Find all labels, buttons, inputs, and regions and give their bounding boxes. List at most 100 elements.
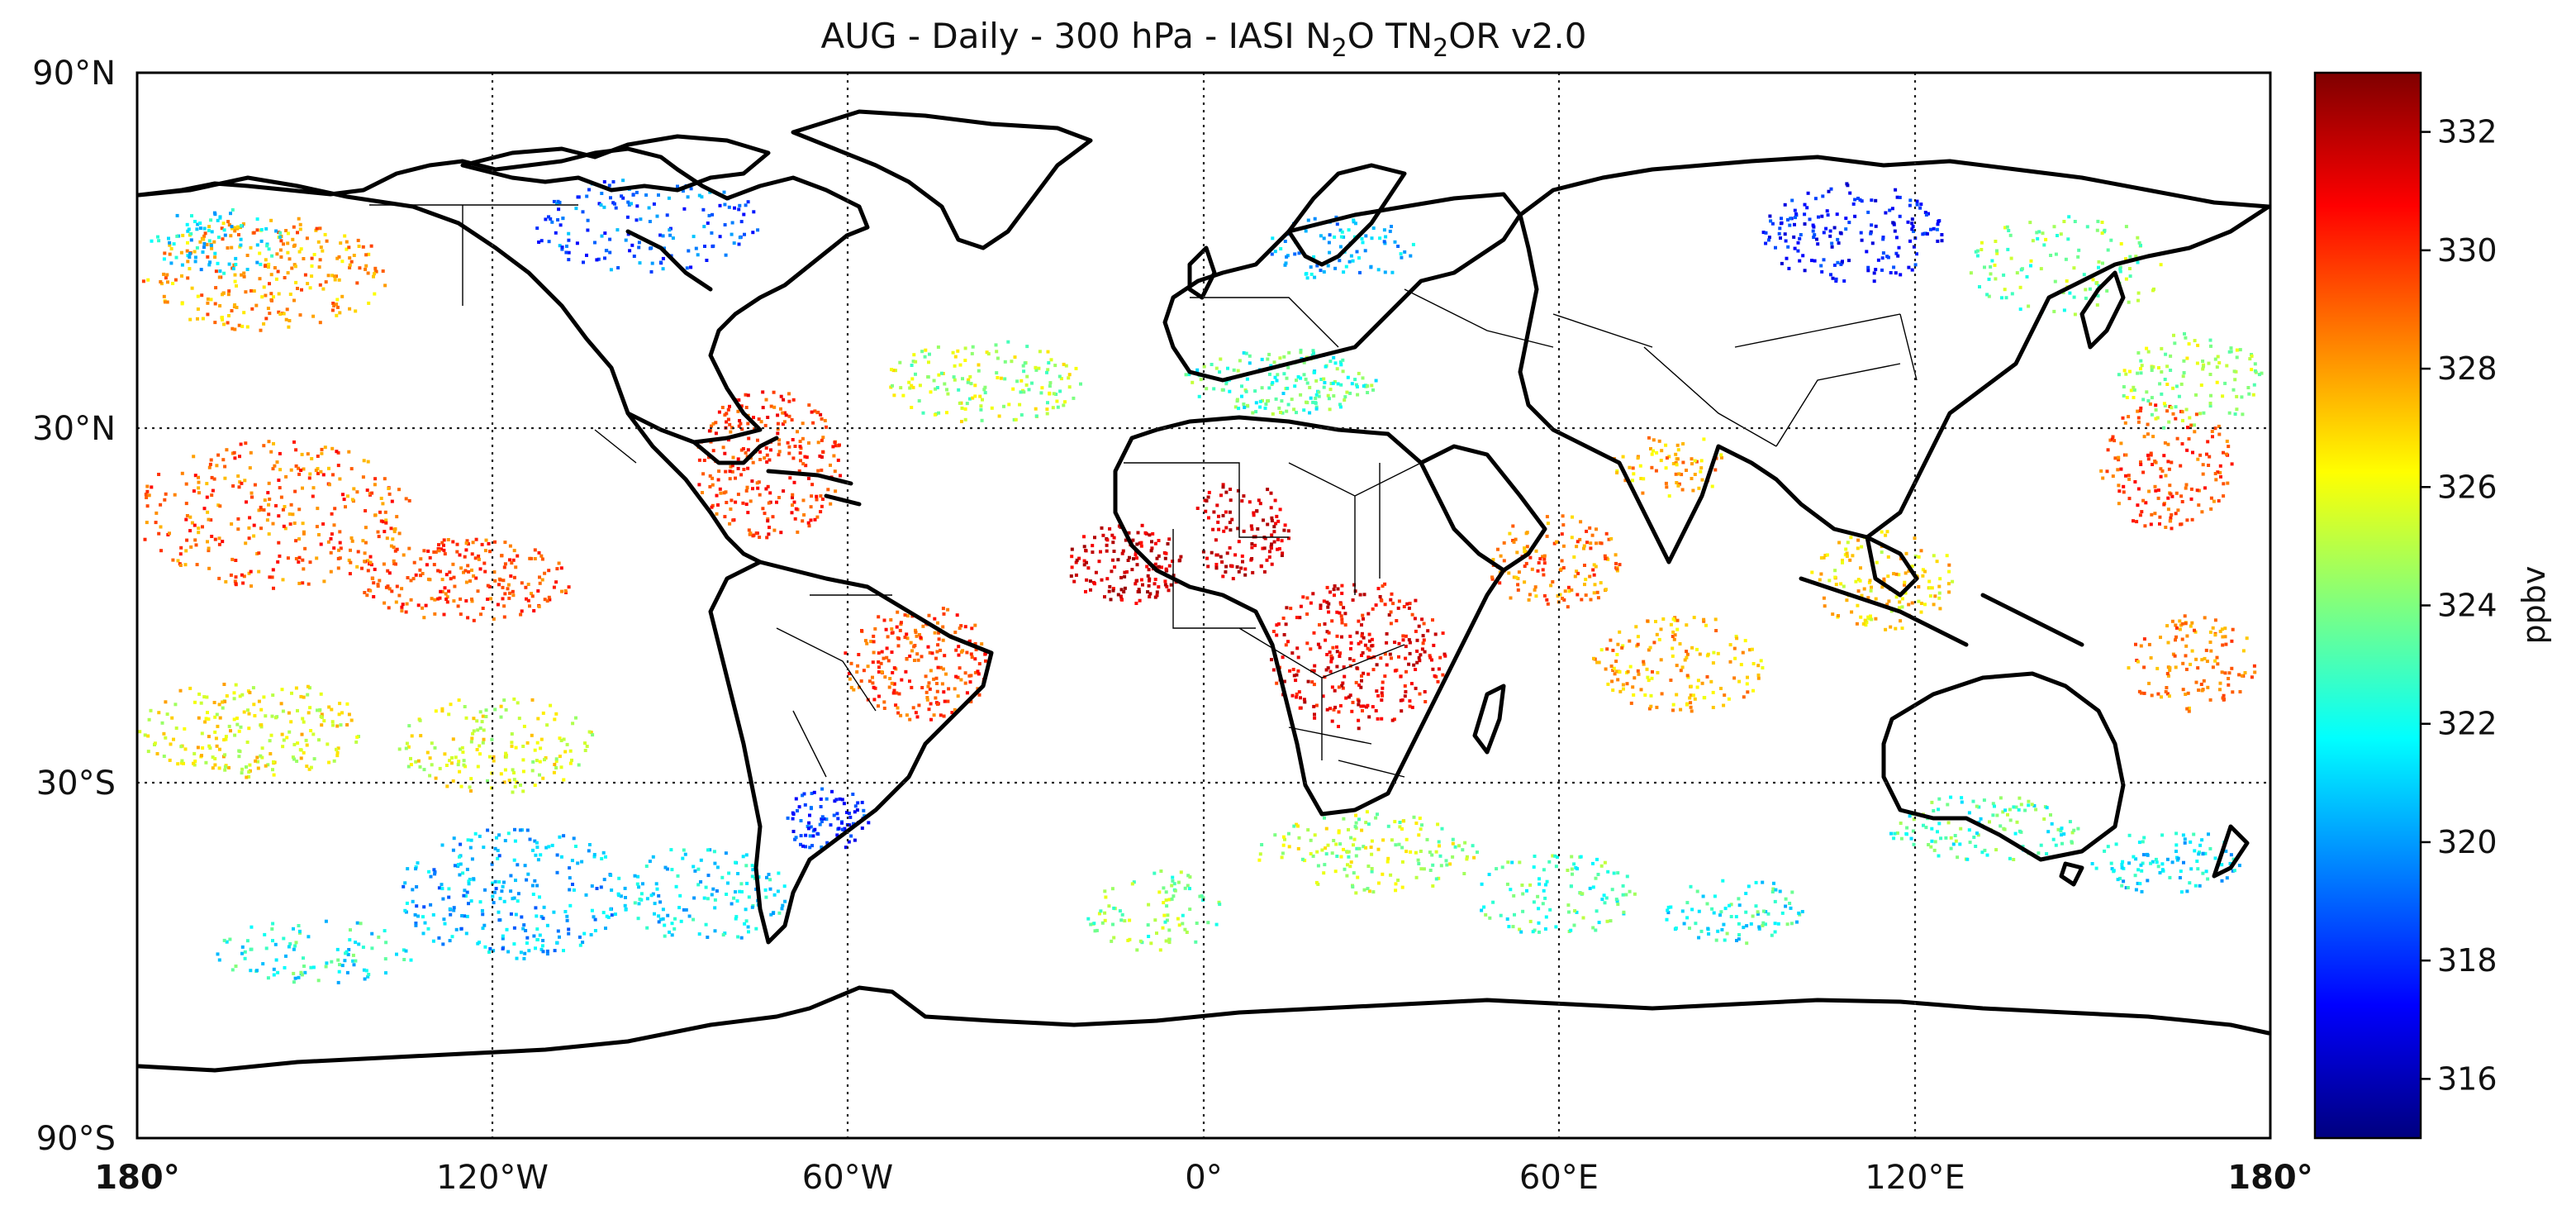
observation-point (2171, 386, 2175, 390)
observation-point (1778, 889, 1782, 893)
observation-point (1112, 550, 1116, 553)
observation-point (1903, 571, 1908, 575)
observation-point (316, 455, 320, 458)
observation-point (289, 720, 293, 724)
observation-point (2012, 805, 2016, 809)
observation-point (1375, 663, 1379, 667)
observation-point (2122, 490, 2126, 494)
observation-point (241, 222, 245, 226)
observation-point (2238, 348, 2242, 352)
observation-point (1538, 930, 1541, 934)
observation-point (1167, 564, 1172, 568)
observation-point (173, 278, 178, 282)
observation-point (207, 735, 211, 739)
observation-point (227, 765, 231, 769)
observation-point (616, 892, 620, 896)
observation-point (1362, 636, 1366, 640)
observation-point (460, 914, 464, 917)
observation-point (1211, 527, 1215, 531)
observation-point (1545, 879, 1549, 884)
observation-point (1297, 836, 1301, 840)
observation-point (896, 644, 901, 648)
observation-point (2150, 369, 2154, 372)
observation-point (1573, 909, 1577, 912)
observation-point (302, 530, 306, 534)
observation-point (554, 712, 558, 716)
observation-point (941, 638, 945, 642)
observation-point (273, 266, 277, 269)
observation-point (2206, 877, 2210, 881)
observation-point (503, 541, 507, 545)
observation-point (1628, 889, 1632, 893)
observation-point (1885, 530, 1889, 534)
observation-point (302, 531, 306, 536)
observation-point (442, 612, 446, 617)
observation-point (293, 264, 297, 269)
observation-point (1696, 679, 1700, 683)
observation-point (1357, 718, 1361, 722)
observation-point (138, 730, 142, 734)
observation-point (2222, 482, 2226, 486)
observation-point (284, 229, 288, 232)
observation-point (336, 464, 340, 468)
observation-point (1894, 626, 1898, 631)
observation-point (227, 223, 231, 227)
observation-point (2065, 279, 2069, 283)
observation-point (2227, 411, 2231, 415)
observation-point (488, 946, 492, 950)
observation-point (180, 471, 184, 475)
observation-point (1318, 645, 1322, 650)
observation-point (663, 246, 666, 250)
observation-point (1876, 258, 1880, 262)
observation-point (1428, 655, 1433, 660)
observation-point (365, 593, 369, 598)
observation-point (1987, 294, 1991, 298)
observation-point (210, 475, 214, 479)
observation-point (1721, 879, 1725, 883)
observation-point (935, 689, 939, 693)
observation-point (1972, 836, 1976, 839)
observation-point (1290, 651, 1295, 655)
observation-point (555, 202, 558, 206)
observation-point (1250, 542, 1254, 545)
observation-point (810, 844, 814, 848)
observation-point (478, 726, 482, 731)
observation-point (1451, 841, 1455, 846)
observation-point (231, 484, 235, 488)
observation-point (1366, 887, 1370, 891)
observation-point (2231, 690, 2235, 694)
observation-point (217, 542, 221, 546)
observation-point (539, 853, 543, 857)
observation-point (888, 677, 892, 680)
observation-point (246, 708, 250, 712)
observation-point (297, 466, 301, 470)
observation-point (927, 707, 931, 712)
observation-point (1342, 847, 1345, 851)
observation-point (255, 755, 259, 760)
observation-point (440, 589, 444, 593)
observation-point (188, 317, 192, 322)
observation-point (336, 746, 340, 750)
observation-point (1164, 890, 1168, 894)
observation-point (1704, 623, 1708, 627)
observation-point (620, 194, 624, 198)
observation-point (885, 655, 889, 660)
observation-point (1796, 241, 1800, 245)
observation-point (710, 893, 714, 897)
observation-point (1725, 931, 1729, 936)
observation-point (1578, 537, 1582, 541)
observation-point (1418, 692, 1422, 696)
observation-point (1226, 366, 1229, 370)
observation-point (1165, 904, 1169, 908)
observation-point (2171, 652, 2175, 656)
observation-point (502, 615, 506, 619)
observation-point (180, 274, 183, 278)
observation-point (1592, 656, 1595, 660)
observation-point (2174, 491, 2179, 495)
observation-point (2119, 467, 2123, 471)
observation-point (747, 436, 751, 441)
observation-point (657, 893, 661, 898)
observation-point (1810, 259, 1813, 263)
observation-point (426, 577, 430, 581)
observation-point (368, 492, 372, 496)
